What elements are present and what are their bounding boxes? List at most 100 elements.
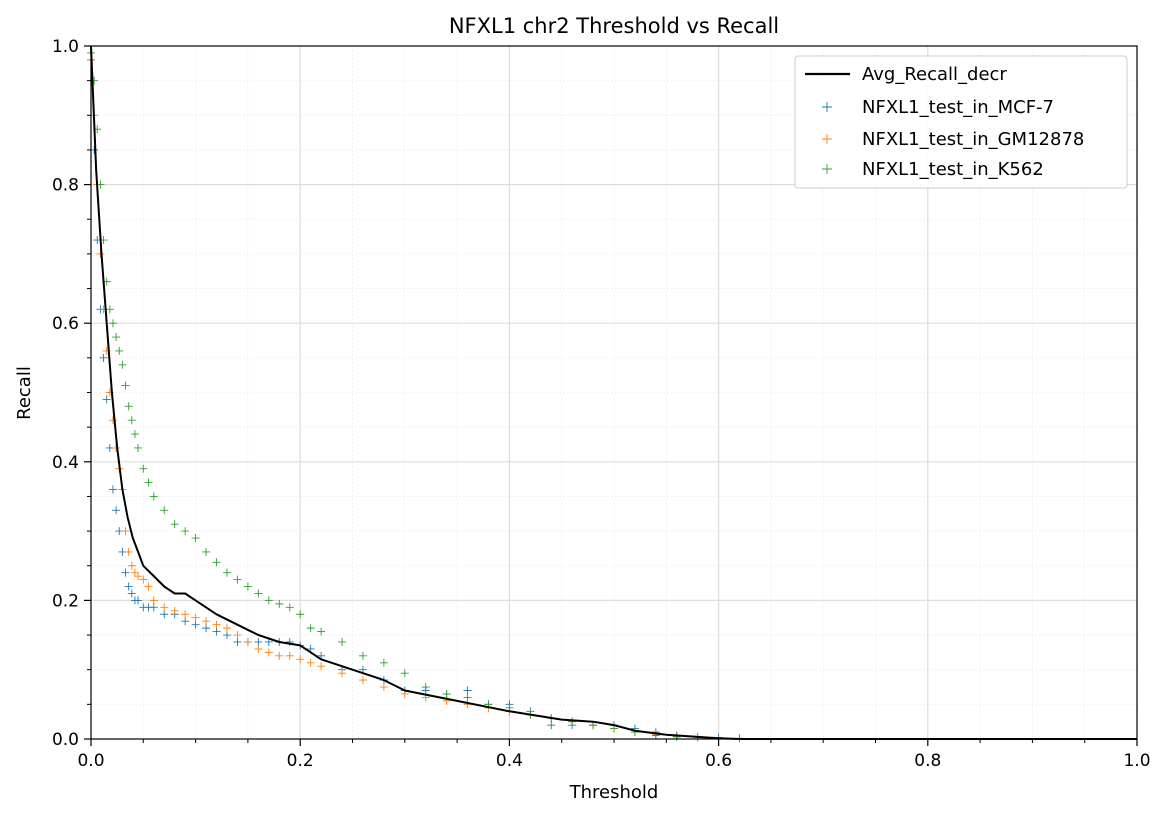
legend-label-avg-recall: Avg_Recall_decr <box>862 64 1007 85</box>
data-point-mcf7 <box>127 589 136 598</box>
data-point-k562 <box>338 637 347 646</box>
data-point-mcf7 <box>149 603 158 612</box>
data-point-k562 <box>275 599 284 608</box>
data-point-gm12878 <box>144 582 153 591</box>
data-point-k562 <box>285 603 294 612</box>
data-point-k562 <box>306 624 315 633</box>
data-point-gm12878 <box>222 624 231 633</box>
data-point-mcf7 <box>547 721 556 730</box>
data-point-k562 <box>630 728 639 737</box>
data-point-gm12878 <box>127 561 136 570</box>
data-point-k562 <box>160 506 169 515</box>
axis-tick-labels: 0.0 0.2 0.4 0.6 0.8 1.0 0.0 0.2 0.4 0.6 0.8 1.0 <box>52 37 1151 771</box>
data-point-k562 <box>254 589 263 598</box>
data-point-gm12878 <box>202 617 211 626</box>
data-point-k562 <box>222 568 231 577</box>
axis-ticks <box>84 45 1138 746</box>
data-point-mcf7 <box>181 617 190 626</box>
data-point-k562 <box>134 443 143 452</box>
y-tick-label: 0.4 <box>52 453 79 473</box>
data-point-gm12878 <box>306 658 315 667</box>
legend-marker-k562 <box>822 164 832 174</box>
data-point-k562 <box>358 651 367 660</box>
data-point-k562 <box>212 558 221 567</box>
data-point-k562 <box>442 689 451 698</box>
data-point-gm12878 <box>285 651 294 660</box>
y-tick-label: 0.0 <box>52 730 79 750</box>
data-point-mcf7 <box>134 596 143 605</box>
data-point-mcf7 <box>108 485 117 494</box>
y-tick-label: 0.2 <box>52 591 79 611</box>
x-tick-label: 0.6 <box>705 751 732 771</box>
data-point-k562 <box>296 610 305 619</box>
data-point-gm12878 <box>191 613 200 622</box>
legend-plus-marker <box>822 164 832 174</box>
data-point-mcf7 <box>212 627 221 636</box>
data-point-mcf7 <box>233 637 242 646</box>
data-point-mcf7 <box>222 631 231 640</box>
data-point-mcf7 <box>102 395 111 404</box>
data-point-k562 <box>264 596 273 605</box>
legend: Avg_Recall_decr NFXL1_test_in_MCF-7 NFXL… <box>794 55 1128 189</box>
data-point-k562 <box>112 333 121 342</box>
legend-label-gm12878: NFXL1_test_in_GM12878 <box>862 129 1084 150</box>
data-point-gm12878 <box>212 620 221 629</box>
data-point-k562 <box>233 575 242 584</box>
data-point-k562 <box>568 717 577 726</box>
data-point-gm12878 <box>160 603 169 612</box>
data-point-k562 <box>170 520 179 529</box>
legend-label-k562: NFXL1_test_in_K562 <box>862 159 1044 180</box>
data-point-gm12878 <box>379 683 388 692</box>
avg-recall-line <box>90 45 1137 740</box>
legend-marker-mcf7 <box>822 102 832 112</box>
data-point-mcf7 <box>121 568 130 577</box>
data-point-k562 <box>115 346 124 355</box>
data-point-k562 <box>379 658 388 667</box>
data-point-k562 <box>181 527 190 536</box>
data-point-k562 <box>124 402 133 411</box>
data-point-gm12878 <box>338 669 347 678</box>
x-tick-label: 0.8 <box>914 751 941 771</box>
x-tick-label: 0.0 <box>77 751 104 771</box>
data-point-gm12878 <box>275 651 284 660</box>
data-point-gm12878 <box>358 676 367 685</box>
data-point-gm12878 <box>149 596 158 605</box>
data-point-k562 <box>127 416 136 425</box>
data-point-k562 <box>463 693 472 702</box>
y-tick-label: 0.8 <box>52 176 79 196</box>
data-point-gm12878 <box>139 575 148 584</box>
x-axis-label: Threshold <box>569 782 659 803</box>
data-point-k562 <box>149 492 158 501</box>
data-point-mcf7 <box>202 624 211 633</box>
legend-plus-marker <box>822 134 832 144</box>
data-point-mcf7 <box>191 620 200 629</box>
data-point-k562 <box>130 430 139 439</box>
data-point-gm12878 <box>317 662 326 671</box>
y-axis-label: Recall <box>14 366 35 420</box>
data-point-k562 <box>202 547 211 556</box>
data-point-gm12878 <box>254 644 263 653</box>
y-tick-label: 1.0 <box>52 37 79 57</box>
x-tick-label: 0.4 <box>496 751 523 771</box>
data-point-k562 <box>105 305 114 314</box>
data-point-k562 <box>121 381 130 390</box>
data-point-mcf7 <box>160 610 169 619</box>
data-point-k562 <box>108 319 117 328</box>
legend-plus-marker <box>822 102 832 112</box>
data-point-gm12878 <box>296 655 305 664</box>
data-point-mcf7 <box>99 353 108 362</box>
data-point-gm12878 <box>134 572 143 581</box>
data-point-k562 <box>243 582 252 591</box>
x-tick-label: 1.0 <box>1123 751 1150 771</box>
data-point-gm12878 <box>121 527 130 536</box>
data-point-k562 <box>400 669 409 678</box>
data-point-k562 <box>118 360 127 369</box>
data-point-k562 <box>144 478 153 487</box>
data-point-gm12878 <box>124 547 133 556</box>
legend-label-mcf7: NFXL1_test_in_MCF-7 <box>862 97 1054 118</box>
data-point-k562 <box>191 534 200 543</box>
data-point-mcf7 <box>124 582 133 591</box>
data-point-mcf7 <box>463 686 472 695</box>
legend-box <box>794 55 1128 189</box>
